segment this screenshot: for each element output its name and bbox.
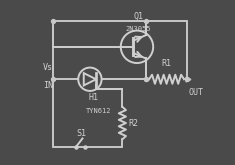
Text: TYN612: TYN612 (86, 108, 111, 114)
Text: Vs: Vs (43, 63, 53, 72)
Text: Q1: Q1 (133, 12, 144, 20)
Text: R1: R1 (162, 59, 172, 67)
Text: H1: H1 (88, 93, 98, 102)
Text: IN: IN (43, 81, 53, 90)
Text: OUT: OUT (189, 88, 204, 97)
Text: 2N3055: 2N3055 (126, 26, 151, 32)
Text: R2: R2 (128, 119, 138, 128)
Text: S1: S1 (76, 129, 86, 138)
